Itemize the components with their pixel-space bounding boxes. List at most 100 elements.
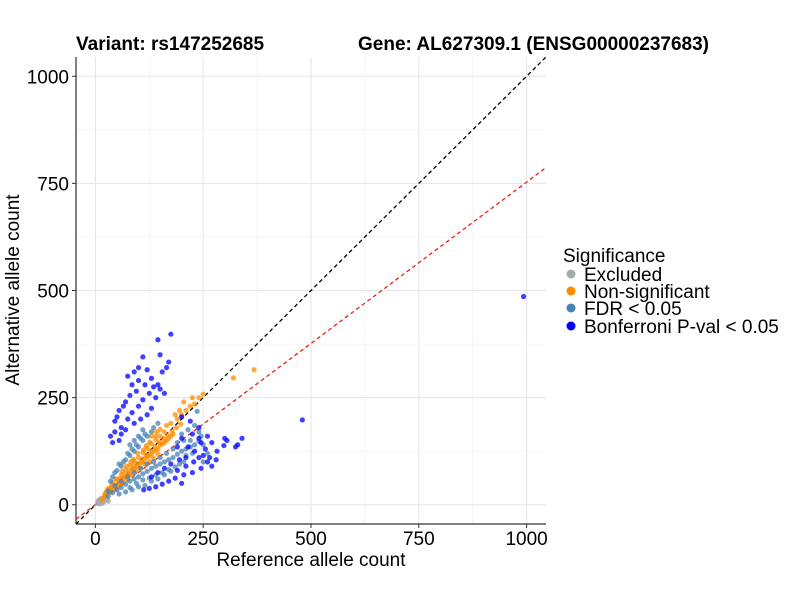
data-point-bonferroni-p-val-0-05 xyxy=(520,293,527,300)
data-point-fdr-0-05 xyxy=(129,487,135,493)
legend-label-non-significant: Non-significant xyxy=(584,282,710,303)
legend-label-excluded: Excluded xyxy=(584,265,662,286)
data-point-bonferroni-p-val-0-05 xyxy=(144,412,150,418)
legend-label-fdr: FDR < 0.05 xyxy=(584,299,682,320)
legend-entry-bonferroni: Bonferroni P-val < 0.05 xyxy=(566,317,779,338)
chart-title-gene: Gene: AL627309.1 (ENSG00000237683) xyxy=(358,34,709,55)
data-point-bonferroni-p-val-0-05 xyxy=(157,386,163,392)
data-point-non-significant xyxy=(154,429,160,435)
data-point-bonferroni-p-val-0-05 xyxy=(148,375,155,381)
data-point-bonferroni-p-val-0-05 xyxy=(176,457,183,463)
legend-label-bonferroni: Bonferroni P-val < 0.05 xyxy=(584,317,779,338)
data-point-fdr-0-05 xyxy=(166,457,172,463)
data-point-non-significant xyxy=(160,435,167,441)
reference-lines xyxy=(75,56,547,525)
data-point-bonferroni-p-val-0-05 xyxy=(142,382,148,388)
data-point-bonferroni-p-val-0-05 xyxy=(204,459,211,465)
data-point-fdr-0-05 xyxy=(161,459,167,465)
data-point-fdr-0-05 xyxy=(179,431,185,437)
data-point-non-significant xyxy=(123,463,130,469)
reference-line-identity xyxy=(75,56,547,525)
data-point-non-significant xyxy=(165,432,171,438)
legend-entry-excluded: Excluded xyxy=(566,265,662,286)
data-point-bonferroni-p-val-0-05 xyxy=(202,446,208,452)
data-point-bonferroni-p-val-0-05 xyxy=(161,390,167,396)
data-point-bonferroni-p-val-0-05 xyxy=(196,454,202,461)
data-point-bonferroni-p-val-0-05 xyxy=(148,474,155,480)
data-point-non-significant xyxy=(141,447,147,453)
data-point-bonferroni-p-val-0-05 xyxy=(166,478,172,484)
data-point-non-significant xyxy=(139,456,145,462)
data-point-bonferroni-p-val-0-05 xyxy=(110,439,116,446)
data-point-fdr-0-05 xyxy=(125,474,131,480)
data-point-fdr-0-05 xyxy=(140,477,146,483)
legend-key-non-significant xyxy=(566,286,576,296)
data-point-non-significant xyxy=(176,407,183,414)
legend-key-fdr xyxy=(566,303,576,313)
data-point-bonferroni-p-val-0-05 xyxy=(116,407,122,414)
y-tick-label: 0 xyxy=(58,496,69,517)
data-point-bonferroni-p-val-0-05 xyxy=(189,431,196,437)
data-point-fdr-0-05 xyxy=(148,465,155,471)
data-point-fdr-0-05 xyxy=(112,482,118,489)
data-point-bonferroni-p-val-0-05 xyxy=(168,331,174,337)
data-point-bonferroni-p-val-0-05 xyxy=(209,439,215,446)
data-point-bonferroni-p-val-0-05 xyxy=(148,405,155,411)
data-point-bonferroni-p-val-0-05 xyxy=(140,397,146,403)
data-point-bonferroni-p-val-0-05 xyxy=(191,459,197,465)
data-point-bonferroni-p-val-0-05 xyxy=(151,384,157,390)
legend: Significance Excluded Non-significant FD… xyxy=(563,246,779,338)
data-point-fdr-0-05 xyxy=(131,437,137,444)
data-point-bonferroni-p-val-0-05 xyxy=(213,457,219,463)
data-point-fdr-0-05 xyxy=(204,450,211,456)
data-point-bonferroni-p-val-0-05 xyxy=(181,472,187,478)
data-point-bonferroni-p-val-0-05 xyxy=(172,475,178,481)
data-point-non-significant xyxy=(119,468,125,474)
data-point-bonferroni-p-val-0-05 xyxy=(174,444,180,450)
data-point-fdr-0-05 xyxy=(148,478,155,484)
x-tick-label: 500 xyxy=(295,529,327,550)
data-point-non-significant xyxy=(173,425,180,431)
data-point-bonferroni-p-val-0-05 xyxy=(122,399,129,405)
data-point-fdr-0-05 xyxy=(131,469,137,476)
data-point-non-significant xyxy=(143,442,149,449)
data-point-fdr-0-05 xyxy=(155,476,161,482)
data-point-bonferroni-p-val-0-05 xyxy=(112,418,118,424)
data-point-fdr-0-05 xyxy=(144,461,150,467)
data-point-bonferroni-p-val-0-05 xyxy=(112,429,118,435)
data-point-fdr-0-05 xyxy=(114,487,120,493)
data-point-fdr-0-05 xyxy=(118,478,124,484)
data-point-bonferroni-p-val-0-05 xyxy=(183,454,189,461)
data-point-fdr-0-05 xyxy=(127,478,133,484)
legend-key-excluded xyxy=(566,269,576,279)
data-point-fdr-0-05 xyxy=(142,431,148,437)
data-point-bonferroni-p-val-0-05 xyxy=(157,352,163,358)
data-point-fdr-0-05 xyxy=(120,459,127,465)
data-point-bonferroni-p-val-0-05 xyxy=(196,425,202,431)
y-tick-label: 500 xyxy=(37,282,69,303)
data-point-bonferroni-p-val-0-05 xyxy=(161,465,167,471)
data-point-fdr-0-05 xyxy=(151,425,157,431)
points-layer xyxy=(94,293,527,507)
data-point-non-significant xyxy=(189,395,196,401)
x-axis-title: Reference allele count xyxy=(216,550,406,571)
data-point-fdr-0-05 xyxy=(170,454,176,461)
data-point-bonferroni-p-val-0-05 xyxy=(141,487,147,493)
data-point-bonferroni-p-val-0-05 xyxy=(155,337,161,343)
data-point-bonferroni-p-val-0-05 xyxy=(138,416,144,422)
data-point-bonferroni-p-val-0-05 xyxy=(135,377,142,384)
data-point-bonferroni-p-val-0-05 xyxy=(200,452,206,459)
axes-layer: 0 250 500 750 1000 0 250 500 750 1000 xyxy=(27,57,548,550)
x-tick-label: 750 xyxy=(403,529,435,550)
data-point-non-significant xyxy=(230,375,236,381)
data-point-non-significant xyxy=(181,399,187,405)
data-point-fdr-0-05 xyxy=(105,488,111,494)
data-point-non-significant xyxy=(128,459,134,465)
data-point-bonferroni-p-val-0-05 xyxy=(155,469,161,476)
data-point-bonferroni-p-val-0-05 xyxy=(107,433,114,439)
data-point-fdr-0-05 xyxy=(194,408,200,414)
data-point-fdr-0-05 xyxy=(135,474,142,480)
data-point-fdr-0-05 xyxy=(133,442,139,448)
y-axis-title: Alternative allele count xyxy=(3,194,24,386)
